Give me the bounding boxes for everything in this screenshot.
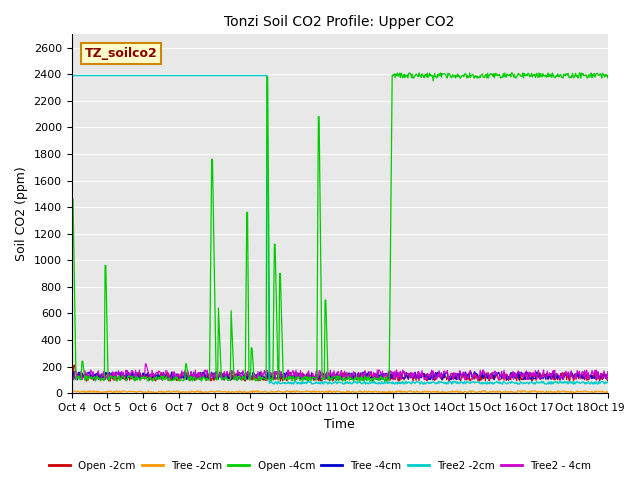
Y-axis label: Soil CO2 (ppm): Soil CO2 (ppm): [15, 167, 28, 261]
X-axis label: Time: Time: [324, 419, 355, 432]
Text: TZ_soilco2: TZ_soilco2: [85, 47, 157, 60]
Legend: Open -2cm, Tree -2cm, Open -4cm, Tree -4cm, Tree2 -2cm, Tree2 - 4cm: Open -2cm, Tree -2cm, Open -4cm, Tree -4…: [45, 456, 595, 475]
Title: Tonzi Soil CO2 Profile: Upper CO2: Tonzi Soil CO2 Profile: Upper CO2: [225, 15, 455, 29]
